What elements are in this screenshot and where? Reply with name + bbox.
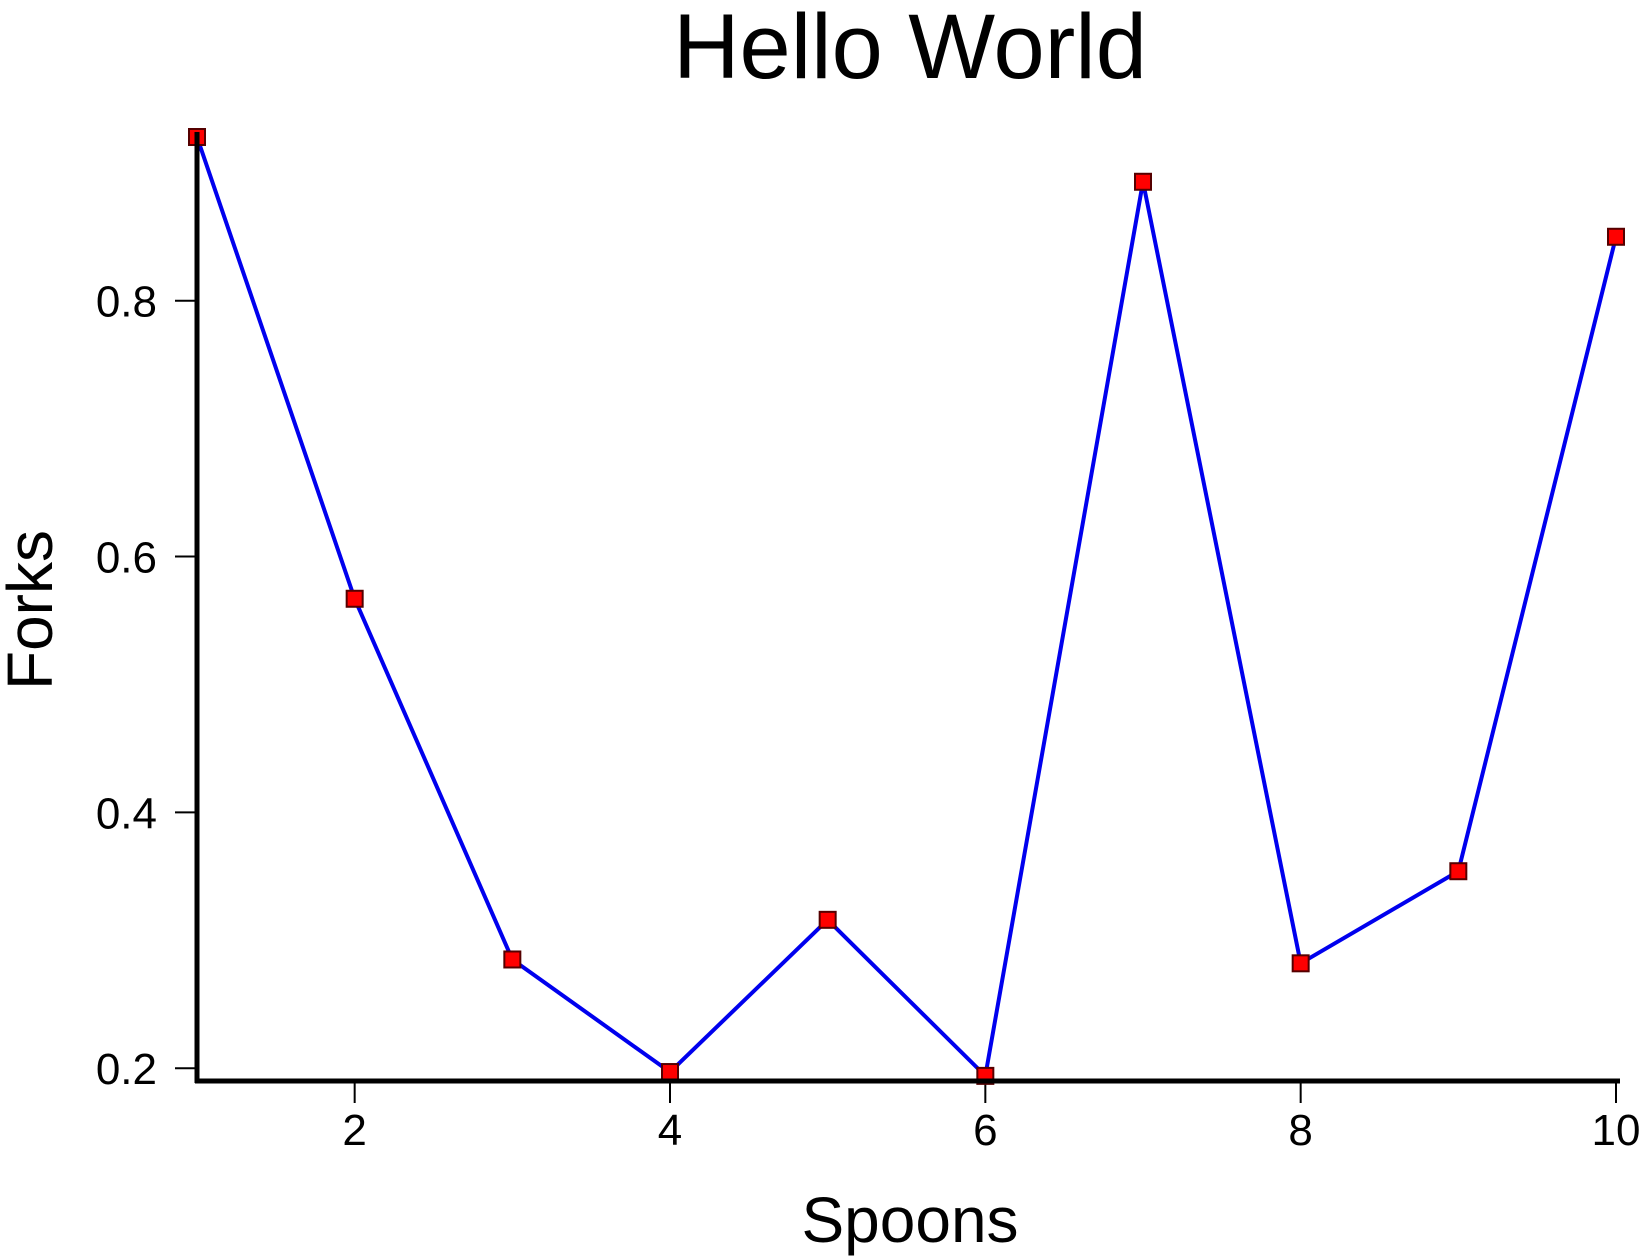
series-layer xyxy=(188,128,1625,1085)
y-axis-label: Forks xyxy=(0,530,66,690)
x-tick-label: 4 xyxy=(658,1106,682,1155)
y-tick-label: 0.8 xyxy=(96,278,157,327)
y-tick-label: 0.4 xyxy=(96,789,157,838)
chart-title: Hello World xyxy=(673,0,1147,98)
data-point-marker xyxy=(1291,954,1310,973)
data-point-marker xyxy=(1134,172,1152,191)
data-point-marker xyxy=(1607,227,1625,246)
x-axis-label: Spoons xyxy=(801,1184,1018,1256)
data-point-marker xyxy=(661,1063,679,1082)
x-tick-label: 8 xyxy=(1288,1106,1312,1155)
y-tick-label: 0.6 xyxy=(96,534,157,583)
x-tick-label: 2 xyxy=(342,1106,366,1155)
series-line xyxy=(195,136,1618,1078)
data-point-marker xyxy=(1449,862,1468,881)
data-point-marker xyxy=(345,589,364,608)
y-axis-ticks: 0.2 0.4 0.6 0.8 xyxy=(96,278,197,1094)
data-point-marker xyxy=(503,950,522,969)
x-tick-label: 6 xyxy=(973,1106,997,1155)
y-tick-label: 0.2 xyxy=(96,1045,157,1094)
x-tick-label: 10 xyxy=(1592,1106,1641,1155)
data-point-marker xyxy=(818,910,837,929)
x-axis-ticks: 2 4 6 8 10 xyxy=(342,1081,1640,1155)
